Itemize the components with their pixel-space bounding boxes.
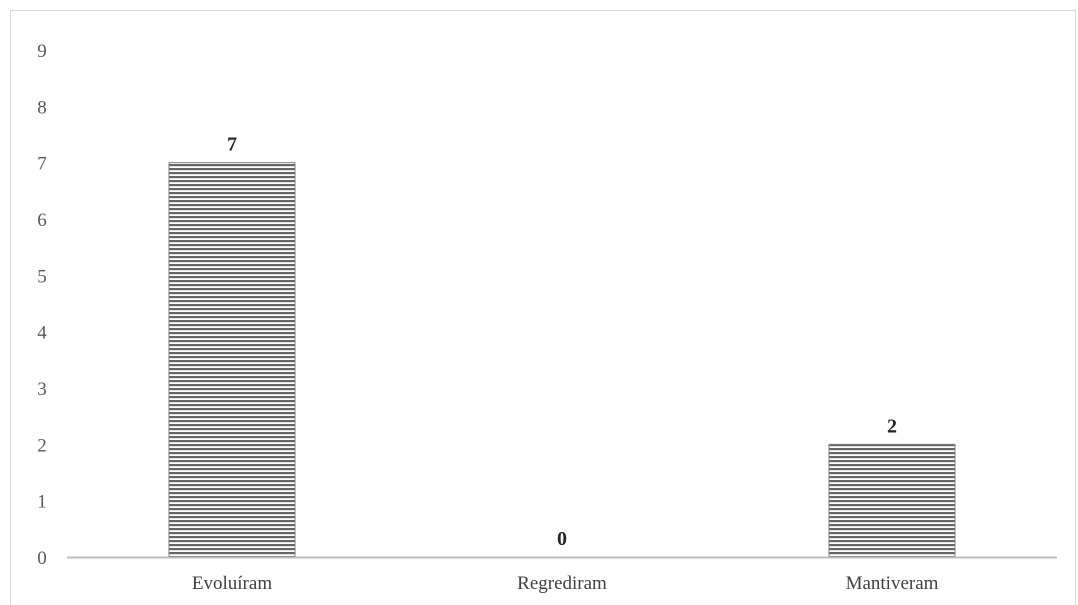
category-label: Mantiveram: [846, 573, 939, 594]
y-tick-label: 5: [37, 266, 47, 287]
y-tick-label: 3: [37, 379, 47, 400]
bar[interactable]: [829, 444, 955, 557]
category-label: Evoluíram: [192, 573, 272, 594]
y-tick-label: 1: [37, 492, 47, 513]
y-tick-label: 7: [37, 154, 47, 175]
y-axis-ticks: 0 1 2 3 4 5 6 7 8 9: [37, 41, 47, 569]
bar[interactable]: [169, 163, 295, 557]
category-labels: Evoluíram Regrediram Mantiveram: [192, 573, 939, 594]
category-label: Regrediram: [517, 573, 607, 594]
data-label: 0: [557, 528, 567, 550]
y-tick-label: 8: [37, 97, 47, 118]
data-labels: 7 0 2: [227, 134, 897, 550]
y-tick-label: 0: [37, 548, 47, 569]
y-tick-label: 6: [37, 210, 47, 231]
y-tick-label: 4: [37, 323, 47, 344]
data-label: 7: [227, 134, 237, 156]
y-tick-label: 9: [37, 41, 47, 62]
bars: [169, 163, 955, 557]
y-tick-label: 2: [37, 435, 47, 456]
data-label: 2: [887, 415, 897, 437]
